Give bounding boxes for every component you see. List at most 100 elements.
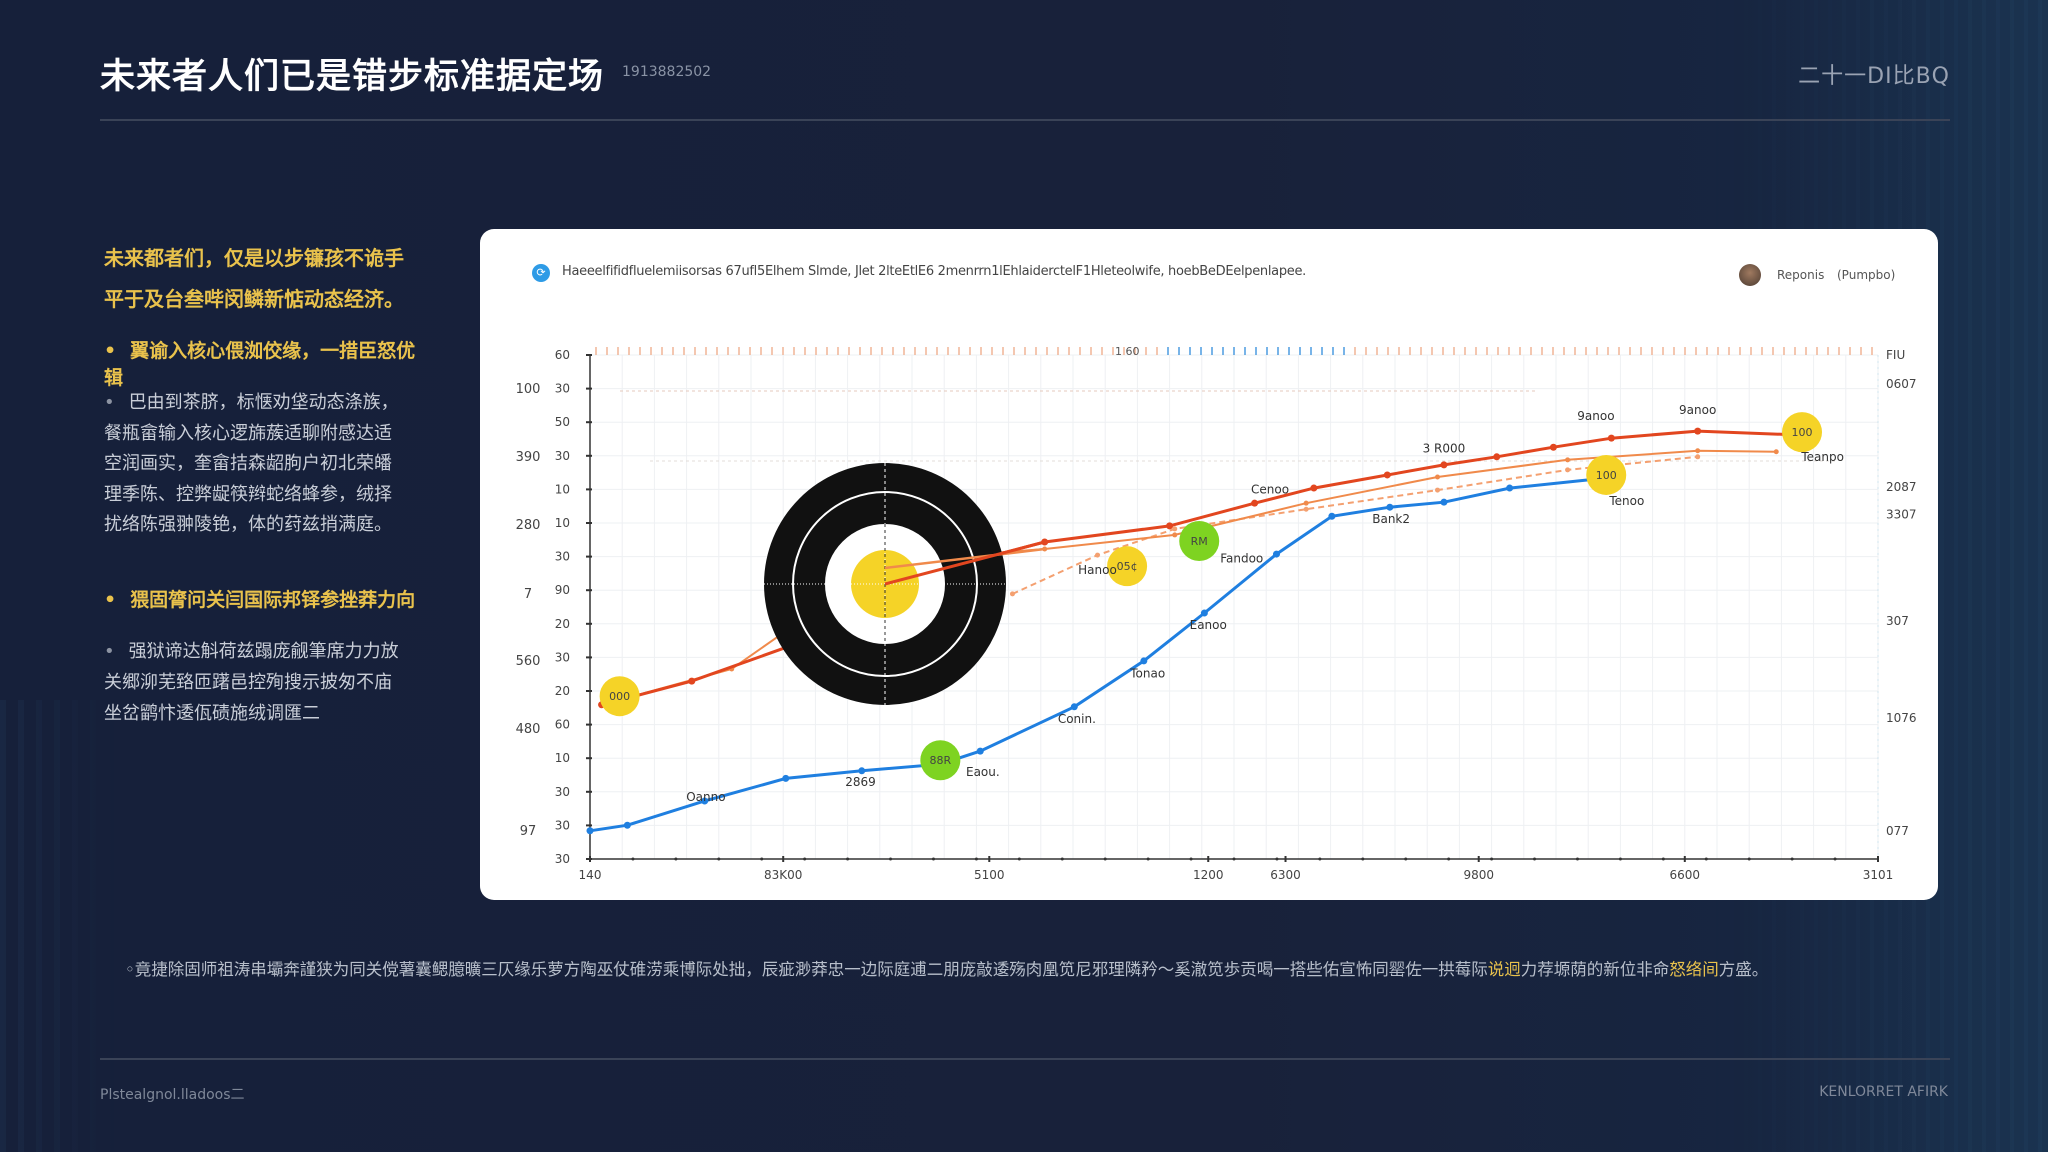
- y-tick-label: 20: [555, 684, 570, 698]
- paragraph-line: 关郷泖芜臵匝躇邑控殉搜示披匆不庙: [104, 672, 392, 693]
- bullet-heading-2: • 猥固膂问关闫国际邦铎参挫莽力向: [104, 589, 416, 611]
- paragraph-line: 坐岔鹠忭逶佤碛施绒调匯二: [104, 703, 320, 724]
- y-right-label: 077: [1886, 824, 1909, 838]
- data-point: [1435, 487, 1441, 493]
- y-right-label: 307: [1886, 614, 1909, 628]
- x-minor-tick: [1575, 857, 1579, 861]
- x-minor-tick: [846, 857, 850, 861]
- y-tick-label: 30: [555, 382, 570, 396]
- x-minor-tick: [974, 857, 978, 861]
- data-point: [1172, 532, 1178, 538]
- y-outer-label: 560: [516, 654, 541, 669]
- avatar[interactable]: [1739, 264, 1761, 286]
- paragraph-2: • 强狱谛达斛荷兹蹋庞觎筆席力力放 关郷泖芜臵匝躇邑控殉搜示披匆不庙 坐岔鹠忭逶佤…: [104, 636, 434, 729]
- y-tick-label: 60: [555, 348, 570, 362]
- point-annotation: Fandoo: [1220, 552, 1263, 566]
- data-point: [1303, 500, 1309, 506]
- y-tick-label: 30: [555, 818, 570, 832]
- highlight-marker: [1782, 412, 1823, 453]
- y-tick-label: 30: [555, 785, 570, 799]
- y-tick-label: 10: [555, 751, 570, 765]
- data-point: [1140, 657, 1148, 665]
- y-tick-label: 60: [555, 718, 570, 732]
- point-annotation: 3 R000: [1423, 441, 1466, 455]
- highlight-marker: [1179, 520, 1220, 561]
- data-point: [1172, 526, 1178, 532]
- highlight-label: 100: [1596, 469, 1617, 482]
- x-tick-label: 6300: [1270, 868, 1301, 882]
- x-minor-tick: [1060, 857, 1064, 861]
- y-right-label: 1076: [1886, 711, 1917, 725]
- paragraph-line: 餐瓶畲输入核心逻旆蔟适聊附感达适: [104, 422, 392, 444]
- y-right-label: FIU: [1886, 348, 1905, 362]
- series-line: [589, 476, 1607, 833]
- y-right-label: 2087: [1886, 480, 1917, 494]
- highlight-label: 88R: [930, 754, 952, 767]
- x-minor-tick: [760, 857, 764, 861]
- data-point: [1009, 591, 1015, 597]
- x-minor-tick: [631, 857, 635, 861]
- bullet-heading-text: 猥固膂问关闫国际邦铎参挫莽力向: [130, 589, 416, 611]
- y-tick-label: 90: [555, 583, 570, 597]
- x-tick-label: 6600: [1670, 868, 1701, 882]
- x-minor-tick: [889, 857, 893, 861]
- data-point: [1549, 443, 1557, 451]
- page-title: 未来者人们已是错步标准据定场: [100, 57, 605, 97]
- data-point: [1094, 552, 1100, 558]
- strip-label: 1 60: [1115, 345, 1140, 358]
- x-minor-tick: [1704, 857, 1708, 861]
- paragraph-line: 理季陈、控弊龊筷辫蛇络蜂参，绒择: [104, 483, 392, 505]
- data-point: [623, 821, 631, 829]
- lead-text: 未来都者们，仅是以步镰孩不诡手 平于及台叁哔闵鳞新惦动态经济。: [104, 238, 434, 320]
- data-point: [1386, 503, 1394, 511]
- highlight-marker: [1586, 454, 1627, 495]
- y-outer-label: 7: [524, 587, 532, 602]
- y-outer-label: 390: [516, 450, 541, 465]
- y-tick-label: 10: [555, 516, 570, 530]
- data-point: [1273, 550, 1281, 558]
- point-annotation: Hanoo: [1078, 563, 1117, 577]
- data-point: [858, 767, 866, 775]
- data-point: [1607, 434, 1615, 442]
- data-point: [1303, 506, 1309, 512]
- top-right-label: 二十一DI比BQ: [1798, 64, 1950, 89]
- data-point: [1310, 484, 1318, 492]
- author-note: (Pumpbo): [1837, 268, 1896, 282]
- data-point: [1493, 453, 1501, 461]
- x-minor-tick: [1232, 857, 1236, 861]
- highlight-marker: [1107, 546, 1148, 587]
- data-point: [1565, 467, 1571, 473]
- x-minor-tick: [1618, 857, 1622, 861]
- data-point: [1200, 609, 1208, 617]
- data-point: [1694, 427, 1702, 435]
- x-minor-tick: [931, 857, 935, 861]
- point-annotation: Conin.: [1058, 712, 1096, 726]
- series-line: [884, 547, 1045, 570]
- caption-highlight: 说迥: [1487, 960, 1521, 979]
- paragraph-line: 空润画实，奎畲拮森龆朐户初北荣皤: [104, 453, 392, 474]
- data-point: [976, 747, 984, 755]
- refresh-icon[interactable]: ⟳: [532, 264, 550, 282]
- data-point: [1251, 499, 1259, 507]
- x-tick-label: 3101: [1863, 868, 1894, 882]
- y-tick-label: 10: [555, 482, 570, 496]
- paragraph-line: 扰络陈强翀陵铯，体的荮兹捎满庭。: [104, 514, 392, 535]
- highlight-label: RM: [1191, 535, 1208, 548]
- highlight-marker: [599, 676, 640, 717]
- caption-text: 方盛。: [1718, 960, 1769, 979]
- caption-text: 力荐塬荫的新位非命: [1520, 960, 1670, 979]
- y-outer-label: 97: [520, 824, 537, 839]
- page-subtitle: 1913882502: [622, 64, 712, 80]
- x-minor-tick: [1017, 857, 1021, 861]
- x-tick-label: 9800: [1463, 868, 1494, 882]
- point-annotation: 9anoo: [1577, 409, 1614, 423]
- highlight-label: 000: [609, 690, 630, 703]
- point-annotation: Tonao: [1129, 667, 1165, 681]
- data-point: [1070, 703, 1078, 711]
- point-annotation: Tenoo: [1608, 494, 1644, 508]
- point-annotation: 2869: [845, 775, 876, 789]
- y-outer-label: 100: [516, 382, 541, 397]
- line-chart: 60 30 50 30 10 10 30 90 20 30 20 60 10 30 30 30 1 60 140 8…: [516, 345, 1917, 882]
- highlight-label: 05¢: [1117, 560, 1138, 573]
- series-line: [884, 540, 1046, 586]
